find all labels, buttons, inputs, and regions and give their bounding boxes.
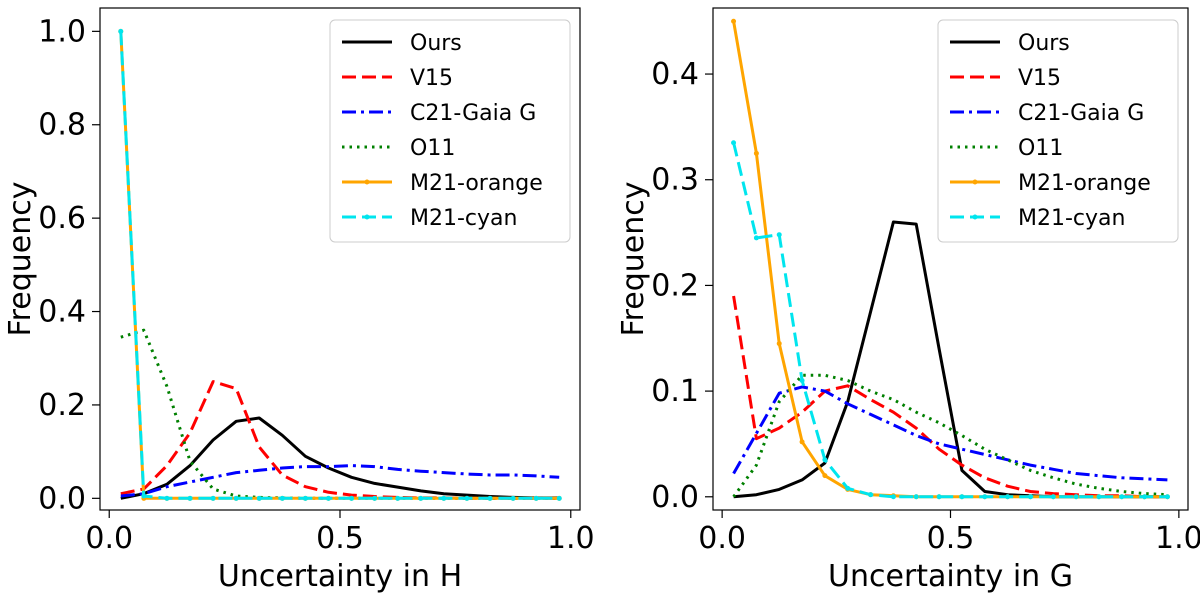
- x-axis-label: Uncertainty in G: [828, 559, 1073, 594]
- x-tick-label: 0.0: [85, 521, 133, 556]
- data-point: [1142, 494, 1148, 500]
- y-tick-label: 0.6: [38, 201, 86, 236]
- legend-label: M21-orange: [410, 171, 543, 196]
- legend-label: M21-cyan: [410, 206, 517, 231]
- data-point: [487, 495, 493, 501]
- plot-frame: [99, 7, 581, 511]
- legend-label: C21-Gaia G: [1018, 101, 1144, 126]
- legend-label: Ours: [410, 31, 462, 56]
- y-tick-label: 0.0: [38, 481, 86, 516]
- series-line-ours: [120, 416, 560, 500]
- data-point: [187, 495, 193, 501]
- data-point: [890, 494, 896, 500]
- y-tick-label: 0.3: [651, 163, 699, 198]
- legend-label: M21-cyan: [1018, 206, 1125, 231]
- data-point: [982, 494, 988, 500]
- x-tick-label: 1.0: [1155, 521, 1200, 556]
- plot-frame: [712, 7, 1189, 511]
- legend-label: Ours: [1018, 31, 1070, 56]
- data-point: [1096, 494, 1102, 500]
- x-tick-label: 1.0: [547, 521, 595, 556]
- legend-label: O11: [1018, 136, 1063, 161]
- data-point: [349, 495, 355, 501]
- y-tick-label: 0.1: [651, 374, 699, 409]
- chart-1: 0.0 0.5 1.0 0.0 0.2 0.4 0.6 0.8 1.0 Uncertainty i…: [3, 7, 595, 594]
- y-axis-label: Frequency: [3, 182, 38, 337]
- y-tick-label: 0.8: [38, 108, 86, 143]
- data-point: [372, 495, 378, 501]
- series-line-c21-gaia-g: [120, 464, 560, 498]
- data-point: [1073, 494, 1079, 500]
- data-point: [959, 494, 965, 500]
- y-tick-label: 0.2: [651, 268, 699, 303]
- y-tick-label: 0.2: [38, 388, 86, 423]
- legend: Ours V15 C21-Gaia G O11 M21-orange M21-cyan: [937, 19, 1179, 243]
- data-point: [822, 457, 828, 463]
- data-point: [753, 235, 759, 241]
- y-tick-label: 1.0: [38, 14, 86, 49]
- data-point: [1005, 494, 1011, 500]
- data-point: [141, 493, 147, 499]
- series-line-m21-cyan: [732, 142, 1168, 499]
- legend: Ours V15 C21-Gaia G O11 M21-orange M21-cyan: [329, 19, 571, 243]
- data-point: [325, 495, 331, 501]
- data-point: [822, 473, 828, 479]
- series-group: [118, 28, 562, 501]
- legend-marker: [364, 179, 370, 185]
- data-point: [731, 18, 737, 24]
- legend-label: C21-Gaia G: [410, 101, 536, 126]
- data-point: [731, 140, 737, 146]
- data-point: [556, 495, 562, 501]
- data-point: [395, 495, 401, 501]
- data-point: [1164, 494, 1170, 500]
- series-group: [731, 18, 1170, 500]
- data-point: [302, 495, 308, 501]
- series-line-o11: [732, 373, 1168, 498]
- data-point: [799, 378, 805, 384]
- x-tick-label: 0.5: [927, 521, 975, 556]
- series-line-c21-gaia-g: [732, 385, 1168, 482]
- data-point: [279, 495, 285, 501]
- data-point: [164, 495, 170, 501]
- legend-marker: [364, 214, 370, 220]
- x-axis-label: Uncertainty in H: [218, 559, 462, 594]
- legend-label: V15: [1018, 66, 1061, 91]
- legend-marker: [972, 179, 978, 185]
- data-point: [868, 492, 874, 498]
- x-tick-label: 0.5: [316, 521, 364, 556]
- x-tick-label: 0.0: [698, 521, 746, 556]
- legend-marker: [972, 214, 978, 220]
- data-point: [753, 150, 759, 156]
- data-point: [464, 495, 470, 501]
- data-point: [1050, 494, 1056, 500]
- data-point: [913, 494, 919, 500]
- data-point: [441, 495, 447, 501]
- data-point: [799, 439, 805, 445]
- data-point: [936, 494, 942, 500]
- data-point: [510, 495, 516, 501]
- chart-2: 0.0 0.5 1.0 0.0 0.1 0.2 0.3 0.4 Uncertainty in G…: [616, 7, 1200, 594]
- data-point: [118, 28, 124, 34]
- legend-label: V15: [410, 66, 453, 91]
- data-point: [418, 495, 424, 501]
- y-axis-label: Frequency: [616, 182, 651, 337]
- data-point: [233, 495, 239, 501]
- data-point: [1027, 494, 1033, 500]
- data-point: [845, 485, 851, 491]
- data-point: [776, 341, 782, 347]
- y-tick-label: 0.4: [38, 295, 86, 330]
- data-point: [256, 495, 262, 501]
- y-tick-label: 0.0: [651, 480, 699, 515]
- y-tick-label: 0.4: [651, 57, 699, 92]
- data-point: [210, 495, 216, 501]
- legend-label: O11: [410, 136, 455, 161]
- series-line-m21-cyan: [119, 31, 560, 500]
- data-point: [776, 232, 782, 238]
- legend-label: M21-orange: [1018, 171, 1151, 196]
- data-point: [533, 495, 539, 501]
- data-point: [1119, 494, 1125, 500]
